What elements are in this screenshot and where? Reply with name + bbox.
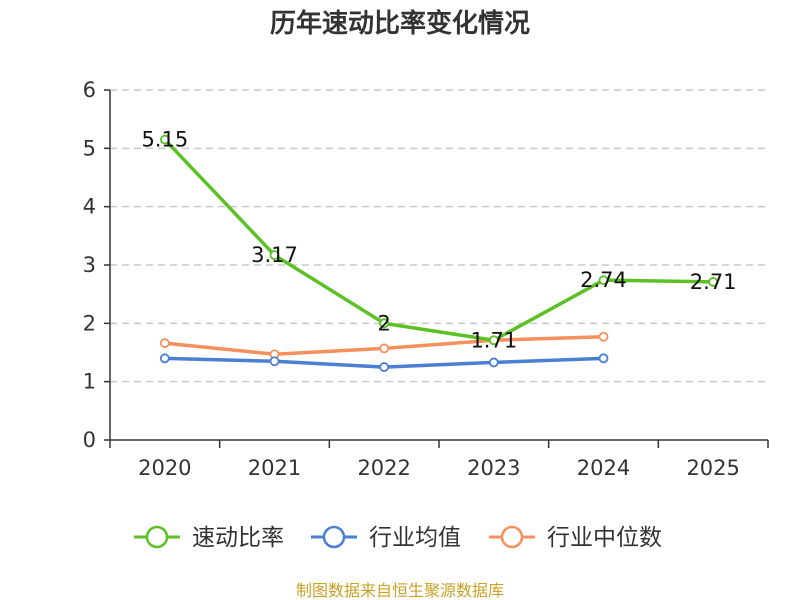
source-note: 制图数据来自恒生聚源数据库 — [296, 581, 504, 600]
y-tick-label: 6 — [83, 78, 96, 102]
legend-label: 行业中位数 — [547, 525, 662, 551]
data-label: 5.15 — [141, 128, 188, 152]
data-labels: 5.15 3.17 2 1.71 2.74 2.71 — [141, 128, 736, 353]
legend: 速动比率 行业均值 行业中位数 — [134, 525, 662, 551]
data-label: 1.71 — [470, 328, 517, 352]
y-tick-label: 4 — [83, 195, 96, 219]
data-point — [708, 277, 719, 287]
legend-label: 速动比率 — [192, 525, 284, 551]
x-tick-label: 2021 — [248, 456, 301, 480]
y-tick-label: 2 — [83, 311, 96, 335]
data-point — [159, 353, 170, 364]
data-point — [159, 338, 170, 349]
data-point — [379, 343, 390, 354]
data-point — [159, 134, 170, 145]
y-tick-label: 3 — [83, 253, 96, 277]
x-tick-label: 2025 — [686, 456, 739, 480]
y-axis-ticks: 0 1 2 3 4 5 6 — [83, 78, 110, 452]
series-group — [159, 134, 719, 372]
x-tick-label: 2023 — [467, 456, 520, 480]
data-point — [488, 357, 499, 368]
data-point — [598, 331, 609, 342]
data-label: 3.17 — [251, 243, 298, 267]
series-line — [163, 138, 714, 342]
data-point — [488, 335, 499, 346]
grid-lines — [110, 89, 768, 383]
data-point — [598, 353, 609, 364]
data-label: 2 — [377, 311, 390, 335]
x-tick-label: 2024 — [577, 456, 630, 480]
data-point — [598, 275, 609, 286]
x-tick-label: 2020 — [138, 456, 191, 480]
y-tick-label: 1 — [83, 370, 96, 394]
data-label: 2.71 — [690, 270, 737, 294]
legend-label: 行业均值 — [369, 525, 461, 551]
data-point — [269, 356, 280, 367]
x-tick-label: 2022 — [357, 456, 410, 480]
y-tick-label: 5 — [83, 136, 96, 160]
data-point — [379, 318, 390, 329]
x-axis-ticks: 2020 2021 2022 2023 2024 2025 — [109, 440, 769, 480]
data-label: 2.74 — [580, 268, 627, 292]
data-point — [269, 250, 280, 260]
legend-marker — [500, 525, 524, 549]
legend-marker — [145, 525, 169, 549]
y-tick-label: 0 — [83, 428, 96, 452]
data-point — [379, 362, 390, 372]
legend-marker — [322, 525, 346, 549]
chart-title: 历年速动比率变化情况 — [270, 8, 530, 39]
